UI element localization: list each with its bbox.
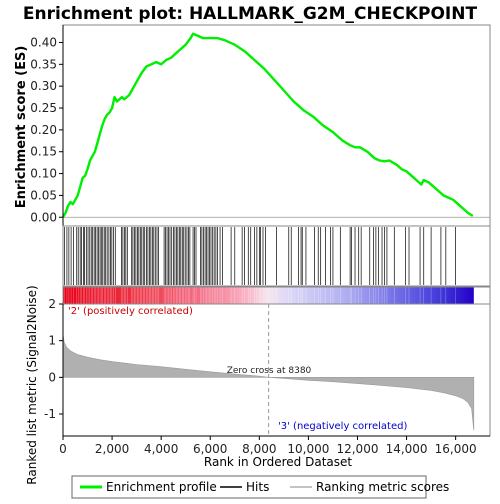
es-y-tick-label: 0.25 [30, 101, 57, 115]
rank-x-tick-label: 2,000 [95, 442, 129, 456]
hits-panel-frame [62, 225, 491, 287]
es-y-tick-label: 0.30 [30, 79, 57, 93]
es-y-tick-label: 0.10 [30, 167, 57, 181]
heat-bar-gradient-rect [63, 287, 474, 304]
rank-x-tick-label: 10,000 [287, 442, 329, 456]
rank-x-tick-label: 4,000 [144, 442, 178, 456]
es-y-tick-label: 0.00 [30, 210, 57, 224]
es-y-axis-label: Enrichment score (ES) [14, 46, 29, 209]
rank-y-tick-label: 1 [48, 334, 56, 348]
zero-cross-label: Zero cross at 8380 [227, 366, 312, 376]
rank-x-axis-label: Rank in Ordered Dataset [204, 455, 352, 469]
ranking-y-axis-label: Ranked list metric (Signal2Noise) [25, 285, 39, 484]
rank-x-tick-label: 16,000 [435, 442, 477, 456]
negative-correlation-label: '3' (negatively correlated) [278, 421, 407, 432]
legend-label: Hits [246, 480, 269, 494]
legend-label: Ranking metric scores [316, 480, 449, 494]
legend-box [71, 475, 427, 499]
rank-y-tick-label: 0 [48, 370, 56, 384]
es-panel-frame [62, 24, 491, 227]
es-panel: 0.00 0.05 0.10 0.15 0.20 0.25 0.30 0.35 0.40 [30, 24, 491, 227]
rank-y-tick-label: -1 [44, 407, 56, 421]
enrichment-profile-line [61, 32, 474, 218]
es-y-tick-label: 0.40 [30, 35, 57, 49]
legend: Enrichment profile Hits Ranking metric sco… [71, 475, 449, 499]
es-y-tick-label: 0.20 [30, 123, 57, 137]
es-y-tick-label: 0.05 [30, 188, 57, 202]
legend-label: Enrichment profile [106, 480, 217, 494]
rank-y-tick-label: 2 [48, 297, 56, 311]
chart-title: Enrichment plot: HALLMARK_G2M_CHECKPOINT [23, 4, 478, 24]
es-y-tick-label: 0.15 [30, 145, 57, 159]
ranking-heat-bar [62, 286, 491, 305]
rank-x-tick-label: 0 [59, 442, 67, 456]
hits-panel [62, 225, 491, 287]
rank-x-tick-label: 14,000 [386, 442, 428, 456]
es-y-tick-label: 0.35 [30, 57, 57, 71]
rank-x-tick-label: 12,000 [336, 442, 378, 456]
ranking-metric-panel: -1 0 1 2 0 2,000 4,000 6,000 8,000 10,000 12,000 14… [44, 297, 491, 456]
positive-correlation-label: '2' (positively correlated) [68, 306, 193, 317]
rank-x-tick-label: 8,000 [242, 442, 276, 456]
rank-x-tick-label: 6,000 [193, 442, 227, 456]
